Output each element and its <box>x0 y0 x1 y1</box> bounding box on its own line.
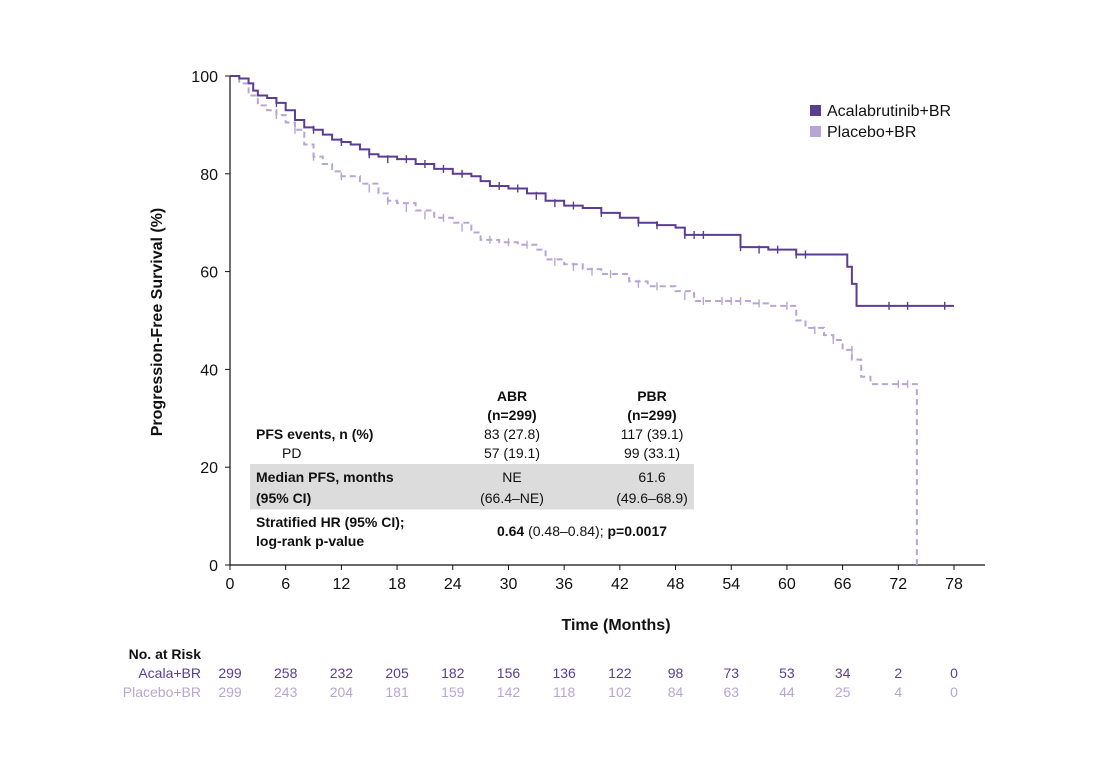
legend-swatch-placebo <box>810 126 821 137</box>
summary-table-background <box>250 464 694 511</box>
x-tick-label: 66 <box>834 576 852 593</box>
x-tick-label: 12 <box>332 576 350 593</box>
at-risk-value: 63 <box>723 684 739 700</box>
at-risk-value: 2 <box>894 665 902 681</box>
at-risk-value: 0 <box>950 665 958 681</box>
y-axis-title: Progression-Free Survival (%) <box>149 208 166 437</box>
at-risk-value: 53 <box>779 665 795 681</box>
at-risk-value: 142 <box>497 684 521 700</box>
table-col2-header: PBR <box>637 388 667 404</box>
at-risk-title: No. at Risk <box>129 646 202 662</box>
legend-swatch-acala <box>810 105 821 116</box>
x-tick-label: 30 <box>500 576 518 593</box>
at-risk-value: 181 <box>385 684 409 700</box>
y-tick-label: 20 <box>200 460 218 477</box>
legend: Acalabrutinib+BR Placebo+BR <box>810 103 951 141</box>
x-tick-label: 72 <box>889 576 907 593</box>
x-tick-label: 42 <box>611 576 629 593</box>
table-col1-header: ABR <box>497 388 527 404</box>
at-risk-value: 159 <box>441 684 465 700</box>
at-risk-value: 73 <box>723 665 739 681</box>
table-pd-label: PD <box>282 445 301 461</box>
x-tick-label: 36 <box>555 576 573 593</box>
at-risk-value: 4 <box>894 684 902 700</box>
table-pd-pbr: 99 (33.1) <box>624 445 680 461</box>
table-median-pbr: 61.6 <box>638 469 665 485</box>
summary-table: ABR (n=299) PBR (n=299) PFS events, n (%… <box>256 388 688 549</box>
at-risk-value: 243 <box>274 684 298 700</box>
at-risk-value: 156 <box>497 665 521 681</box>
at-risk-value: 204 <box>330 684 354 700</box>
x-tick-label: 48 <box>667 576 685 593</box>
table-median-row-shading <box>250 464 694 510</box>
table-hr-label-2: log-rank p-value <box>256 533 364 549</box>
table-hr-value: 0.64 (0.48–0.84); p=0.0017 <box>497 523 667 539</box>
table-ci-pbr: (49.6–68.9) <box>616 490 688 506</box>
table-ci-label: (95% CI) <box>256 490 311 506</box>
at-risk-value: 34 <box>835 665 851 681</box>
at-risk-value: 299 <box>218 665 242 681</box>
at-risk-value: 136 <box>552 665 576 681</box>
x-tick-label: 54 <box>722 576 740 593</box>
tick-labels: 0 6 12 18 24 30 36 42 48 54 60 66 72 78 0 20 40 60 80 100 <box>191 69 963 593</box>
table-median-abr: NE <box>502 469 521 485</box>
y-tick-label: 40 <box>200 362 218 379</box>
legend-label-acala: Acalabrutinib+BR <box>827 103 951 120</box>
at-risk-value: 44 <box>779 684 795 700</box>
at-risk-value: 118 <box>553 684 576 700</box>
x-tick-label: 0 <box>226 576 235 593</box>
at-risk-value: 122 <box>608 665 632 681</box>
at-risk-value: 258 <box>274 665 298 681</box>
at-risk-value: 102 <box>608 684 632 700</box>
table-hr-ci: (0.48–0.84); <box>524 523 607 539</box>
table-events-label: PFS events, n (%) <box>256 426 373 442</box>
table-events-abr: 83 (27.8) <box>484 426 540 442</box>
table-hr-pvalue: p=0.0017 <box>607 523 667 539</box>
at-risk-value: 182 <box>441 665 465 681</box>
at-risk-value: 205 <box>385 665 409 681</box>
at-risk-value: 0 <box>950 684 958 700</box>
at-risk-row-label-placebo: Placebo+BR <box>123 684 201 700</box>
y-tick-label: 0 <box>209 558 218 575</box>
table-col1-n: (n=299) <box>487 407 536 423</box>
at-risk-row-label-acala: Acala+BR <box>138 665 201 681</box>
at-risk-values: 299 258 232 205 182 156 136 122 98 73 53 34 2 0 299 243… <box>218 665 958 700</box>
at-risk-value: 84 <box>668 684 684 700</box>
x-tick-label: 24 <box>444 576 462 593</box>
table-hr-label-1: Stratified HR (95% CI); <box>256 514 405 530</box>
at-risk-value: 299 <box>218 684 242 700</box>
x-tick-label: 60 <box>778 576 796 593</box>
axes <box>225 75 985 570</box>
table-ci-abr: (66.4–NE) <box>480 490 544 506</box>
table-hr-estimate: 0.64 <box>497 523 524 539</box>
at-risk-table: No. at Risk Acala+BR Placebo+BR 299 258 23… <box>123 646 958 700</box>
at-risk-value: 98 <box>668 665 684 681</box>
table-pd-abr: 57 (19.1) <box>484 445 540 461</box>
table-events-pbr: 117 (39.1) <box>621 426 684 442</box>
x-tick-label: 6 <box>281 576 290 593</box>
y-tick-label: 80 <box>200 167 218 184</box>
legend-label-placebo: Placebo+BR <box>827 124 916 141</box>
y-tick-label: 60 <box>200 265 218 282</box>
x-tick-label: 78 <box>945 576 963 593</box>
at-risk-value: 232 <box>330 665 354 681</box>
x-axis-title: Time (Months) <box>561 617 670 634</box>
x-tick-label: 18 <box>388 576 406 593</box>
curve-acalabrutinib-br <box>230 75 954 307</box>
table-median-label: Median PFS, months <box>256 469 394 485</box>
at-risk-value: 25 <box>835 684 851 700</box>
y-tick-label: 100 <box>191 69 218 86</box>
survival-curves <box>230 75 954 565</box>
table-col2-n: (n=299) <box>627 407 676 423</box>
